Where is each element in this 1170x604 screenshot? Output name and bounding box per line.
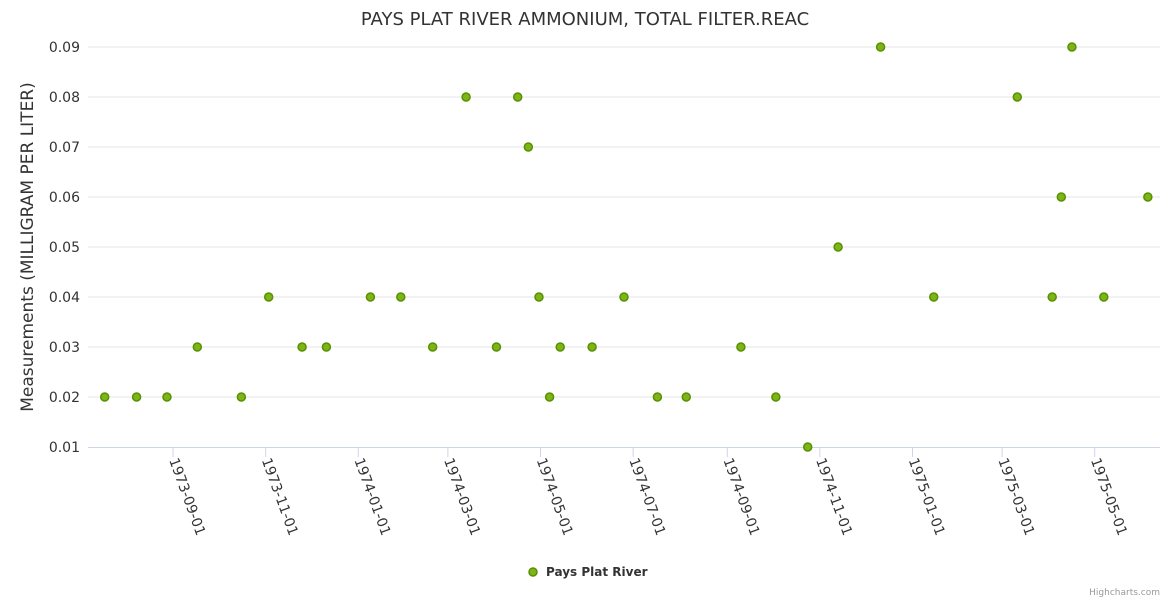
y-tick-label: 0.02 bbox=[49, 390, 80, 406]
data-point[interactable] bbox=[162, 392, 172, 402]
x-tick-label: 1973-11-01 bbox=[258, 456, 301, 538]
y-tick-label: 0.08 bbox=[49, 90, 80, 106]
data-point[interactable] bbox=[1047, 292, 1057, 302]
x-tick-label: 1974-11-01 bbox=[812, 456, 855, 538]
data-point[interactable] bbox=[1099, 292, 1109, 302]
data-point[interactable] bbox=[534, 292, 544, 302]
data-point[interactable] bbox=[192, 342, 203, 352]
x-tick-label: 1974-03-01 bbox=[440, 456, 483, 538]
y-tick-label: 0.04 bbox=[49, 290, 80, 306]
x-tick-label: 1975-03-01 bbox=[994, 456, 1037, 538]
data-point[interactable] bbox=[321, 342, 332, 352]
x-tick-label: 1974-01-01 bbox=[351, 456, 394, 538]
data-point[interactable] bbox=[544, 392, 555, 402]
data-point[interactable] bbox=[555, 342, 565, 352]
data-point[interactable] bbox=[461, 92, 471, 102]
legend-item[interactable]: Pays Plat River bbox=[528, 565, 648, 579]
x-tick-label: 1975-01-01 bbox=[905, 456, 948, 538]
x-tick-label: 1974-09-01 bbox=[719, 456, 762, 538]
data-point[interactable] bbox=[1056, 192, 1067, 202]
data-point[interactable] bbox=[427, 342, 438, 352]
x-tick-label: 1974-05-01 bbox=[533, 456, 576, 538]
data-point[interactable] bbox=[1143, 192, 1153, 202]
legend-marker bbox=[528, 567, 538, 577]
data-point[interactable] bbox=[802, 442, 813, 452]
y-axis-label: Measurements (MILLIGRAM PER LITER) bbox=[18, 82, 38, 412]
data-point[interactable] bbox=[652, 392, 663, 402]
data-point[interactable] bbox=[736, 342, 746, 352]
data-point[interactable] bbox=[929, 292, 939, 302]
data-point[interactable] bbox=[491, 342, 502, 352]
data-point[interactable] bbox=[512, 92, 523, 102]
y-tick-label: 0.07 bbox=[49, 140, 80, 156]
data-point[interactable] bbox=[1067, 42, 1077, 52]
y-tick-label: 0.09 bbox=[49, 40, 80, 56]
y-tick-label: 0.01 bbox=[49, 440, 80, 456]
x-tick-label: 1974-07-01 bbox=[625, 456, 668, 538]
data-point[interactable] bbox=[833, 242, 843, 252]
data-point[interactable] bbox=[1012, 92, 1023, 102]
data-point[interactable] bbox=[365, 292, 376, 302]
data-point[interactable] bbox=[263, 292, 274, 302]
y-tick-label: 0.06 bbox=[49, 190, 80, 206]
x-tick-label: 1975-05-01 bbox=[1087, 456, 1130, 538]
data-point[interactable] bbox=[236, 392, 247, 402]
y-tick-label: 0.03 bbox=[49, 340, 80, 356]
data-point[interactable] bbox=[396, 292, 406, 302]
data-point[interactable] bbox=[771, 392, 781, 402]
data-point[interactable] bbox=[523, 142, 534, 152]
legend-label: Pays Plat River bbox=[546, 565, 648, 579]
chart-title: PAYS PLAT RIVER AMMONIUM, TOTAL FILTER.R… bbox=[361, 9, 809, 30]
data-point[interactable] bbox=[875, 42, 886, 52]
data-point[interactable] bbox=[99, 392, 110, 402]
data-point[interactable] bbox=[131, 392, 142, 402]
y-tick-label: 0.05 bbox=[49, 240, 80, 256]
data-point[interactable] bbox=[297, 342, 307, 352]
x-tick-label: 1973-09-01 bbox=[165, 456, 208, 538]
data-point[interactable] bbox=[587, 342, 597, 352]
data-point[interactable] bbox=[619, 292, 629, 302]
data-point[interactable] bbox=[681, 392, 692, 402]
credits-link[interactable]: Highcharts.com bbox=[1089, 588, 1160, 598]
